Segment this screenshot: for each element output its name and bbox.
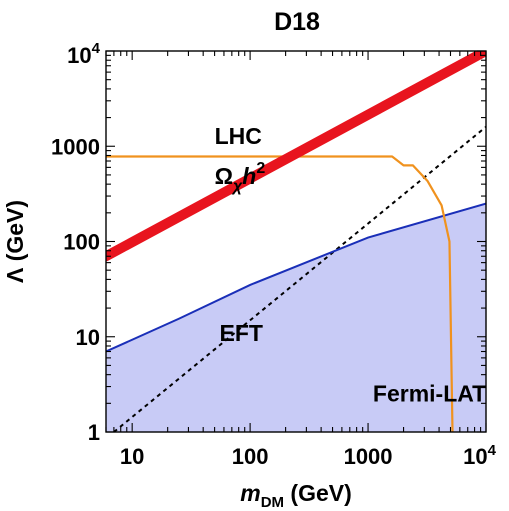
x-tick-label: 104 (463, 442, 496, 469)
x-tick-label: 100 (232, 444, 269, 469)
y-tick-label: 100 (63, 230, 100, 255)
fermi-label: Fermi-LAT (373, 380, 486, 406)
eft-label: EFT (219, 320, 262, 346)
x-axis-label: mDM (GeV) (240, 480, 352, 511)
axis-labels: 10 100 1000 104 1 10 100 1000 104 mDM (GeV) Λ (GeV… (2, 40, 497, 511)
y-tick-label: 1 (88, 420, 100, 445)
y-tick-label: 104 (67, 40, 100, 68)
y-axis-label: Λ (GeV) (2, 200, 28, 283)
series-lhc (106, 155, 454, 432)
y-tick-label: 1000 (51, 134, 100, 159)
fermi-lat-region (106, 203, 486, 432)
y-tick-label: 10 (76, 325, 100, 350)
chart-title: D18 (274, 8, 320, 36)
axis-ticks (105, 50, 487, 433)
series-eft (106, 202, 486, 353)
plot-series (106, 51, 486, 432)
lhc-label: LHC (215, 123, 262, 149)
series-relic-density (106, 51, 486, 262)
x-tick-label: 10 (120, 444, 144, 469)
plot-area (106, 51, 486, 432)
omega-label: Ωχh2 (215, 160, 266, 195)
x-tick-label: 1000 (344, 444, 393, 469)
